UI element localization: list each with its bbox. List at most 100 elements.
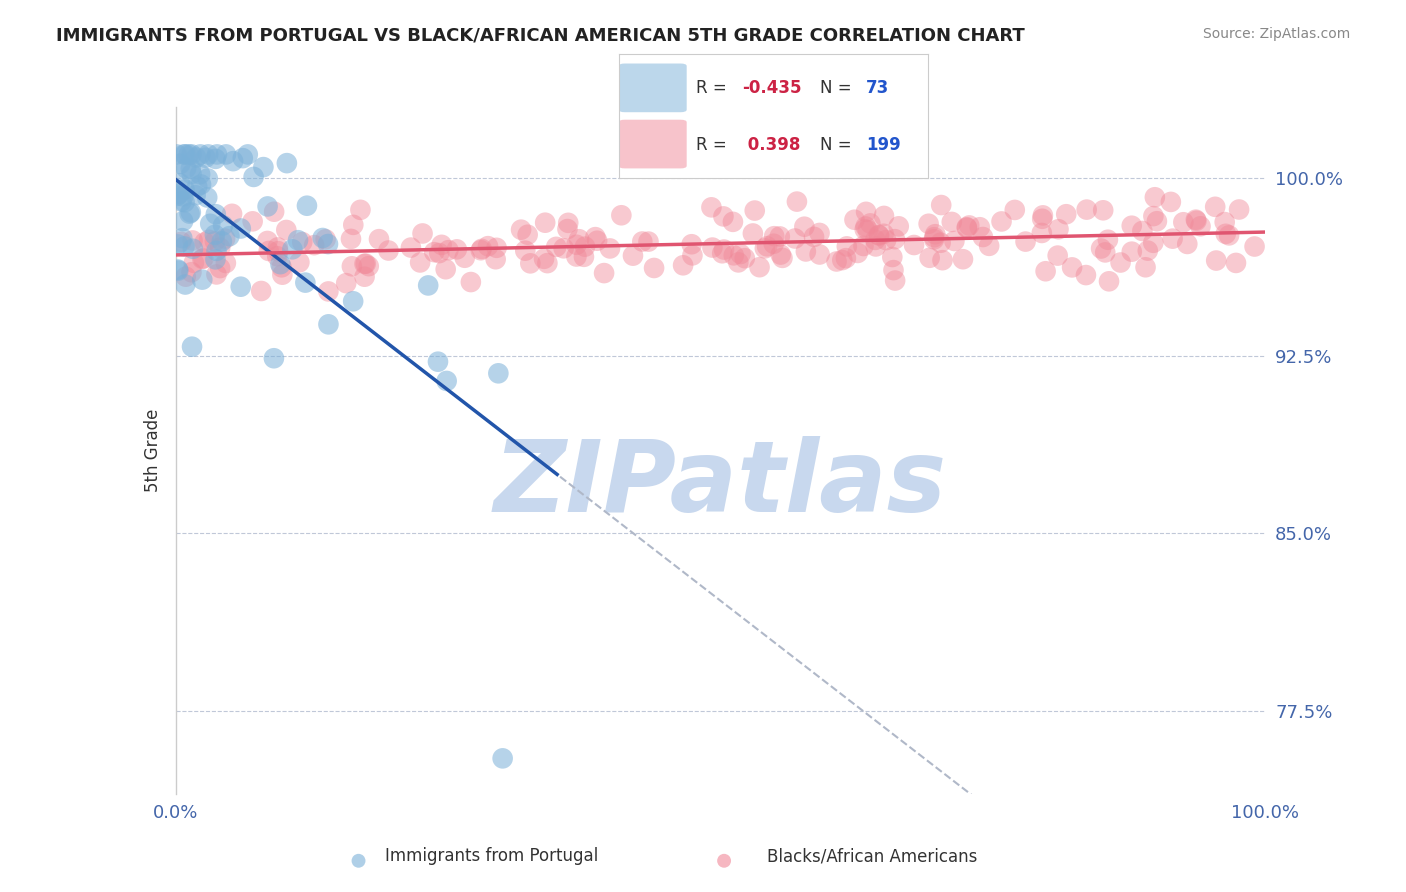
Point bbox=[167, 187, 190, 202]
Point bbox=[179, 206, 201, 220]
Point bbox=[1097, 233, 1119, 247]
Point bbox=[702, 241, 724, 255]
Text: N =: N = bbox=[820, 136, 856, 153]
Point bbox=[357, 259, 380, 273]
Point bbox=[1004, 202, 1026, 217]
Text: R =: R = bbox=[696, 79, 733, 97]
Point bbox=[825, 254, 848, 268]
Point bbox=[222, 154, 245, 169]
Point bbox=[315, 232, 337, 246]
Point bbox=[922, 230, 945, 244]
Point bbox=[756, 239, 779, 253]
Point bbox=[803, 230, 825, 244]
Point bbox=[1185, 212, 1208, 227]
Point bbox=[808, 247, 831, 261]
Point bbox=[430, 237, 453, 252]
Point bbox=[586, 234, 609, 248]
Point bbox=[173, 147, 195, 161]
Point bbox=[1142, 235, 1164, 250]
Point bbox=[1213, 215, 1236, 229]
Point bbox=[1185, 214, 1208, 228]
Point bbox=[868, 228, 890, 243]
Point bbox=[302, 238, 325, 252]
Point bbox=[672, 258, 695, 272]
Point bbox=[1204, 200, 1226, 214]
Point bbox=[882, 263, 904, 277]
Point bbox=[599, 242, 621, 256]
Point bbox=[855, 219, 877, 234]
Point bbox=[637, 235, 659, 249]
Point bbox=[957, 219, 980, 233]
Point bbox=[186, 179, 208, 194]
Point bbox=[1205, 253, 1227, 268]
Point bbox=[846, 246, 869, 260]
Point bbox=[263, 351, 285, 366]
Point bbox=[434, 262, 457, 277]
Point bbox=[565, 237, 588, 252]
Point bbox=[873, 209, 896, 223]
Text: -0.435: -0.435 bbox=[742, 79, 801, 97]
Point bbox=[454, 251, 477, 265]
Point bbox=[169, 157, 191, 171]
Point bbox=[956, 221, 979, 235]
Point bbox=[180, 147, 202, 161]
Point bbox=[399, 241, 422, 255]
Point bbox=[318, 318, 340, 332]
Point bbox=[969, 220, 991, 235]
Point bbox=[197, 147, 219, 161]
Point bbox=[772, 251, 794, 265]
Point bbox=[340, 260, 363, 274]
Point bbox=[924, 227, 946, 242]
Point bbox=[1031, 226, 1053, 240]
Point bbox=[852, 239, 875, 253]
Point bbox=[1092, 203, 1115, 218]
Point bbox=[1035, 264, 1057, 278]
Point bbox=[180, 161, 202, 176]
Point bbox=[242, 214, 264, 228]
Point bbox=[190, 178, 212, 192]
Point bbox=[291, 235, 314, 249]
Point bbox=[744, 203, 766, 218]
Point bbox=[174, 277, 197, 292]
Point bbox=[713, 210, 735, 224]
Point bbox=[844, 212, 866, 227]
Point bbox=[883, 232, 905, 246]
Point bbox=[190, 147, 212, 161]
Point bbox=[808, 226, 831, 240]
Point bbox=[205, 268, 228, 282]
Point bbox=[713, 854, 735, 868]
Point bbox=[887, 219, 910, 234]
Point bbox=[197, 171, 219, 186]
Point bbox=[221, 207, 243, 221]
Text: IMMIGRANTS FROM PORTUGAL VS BLACK/AFRICAN AMERICAN 5TH GRADE CORRELATION CHART: IMMIGRANTS FROM PORTUGAL VS BLACK/AFRICA… bbox=[56, 27, 1025, 45]
Point bbox=[294, 276, 316, 290]
Point bbox=[204, 227, 226, 242]
Point bbox=[1189, 219, 1212, 234]
Point bbox=[342, 294, 364, 309]
Point bbox=[1074, 268, 1097, 282]
Point bbox=[276, 156, 298, 170]
Point bbox=[1109, 255, 1132, 269]
Point bbox=[1146, 214, 1168, 228]
Point bbox=[181, 242, 204, 256]
Point bbox=[170, 235, 193, 249]
Point bbox=[263, 204, 285, 219]
Point bbox=[170, 194, 193, 209]
Point bbox=[205, 244, 228, 258]
Point bbox=[793, 219, 815, 234]
Point bbox=[460, 275, 482, 289]
Point bbox=[349, 202, 371, 217]
Point bbox=[1218, 228, 1240, 243]
Point bbox=[194, 151, 217, 165]
Point bbox=[794, 244, 817, 259]
Point bbox=[318, 285, 340, 299]
Point bbox=[252, 160, 274, 174]
Point bbox=[681, 248, 703, 262]
Point bbox=[553, 241, 575, 255]
Point bbox=[1142, 209, 1164, 223]
Point bbox=[232, 151, 254, 165]
Point bbox=[229, 221, 252, 235]
Point bbox=[174, 147, 197, 161]
Point bbox=[477, 239, 499, 253]
Point bbox=[236, 147, 259, 161]
